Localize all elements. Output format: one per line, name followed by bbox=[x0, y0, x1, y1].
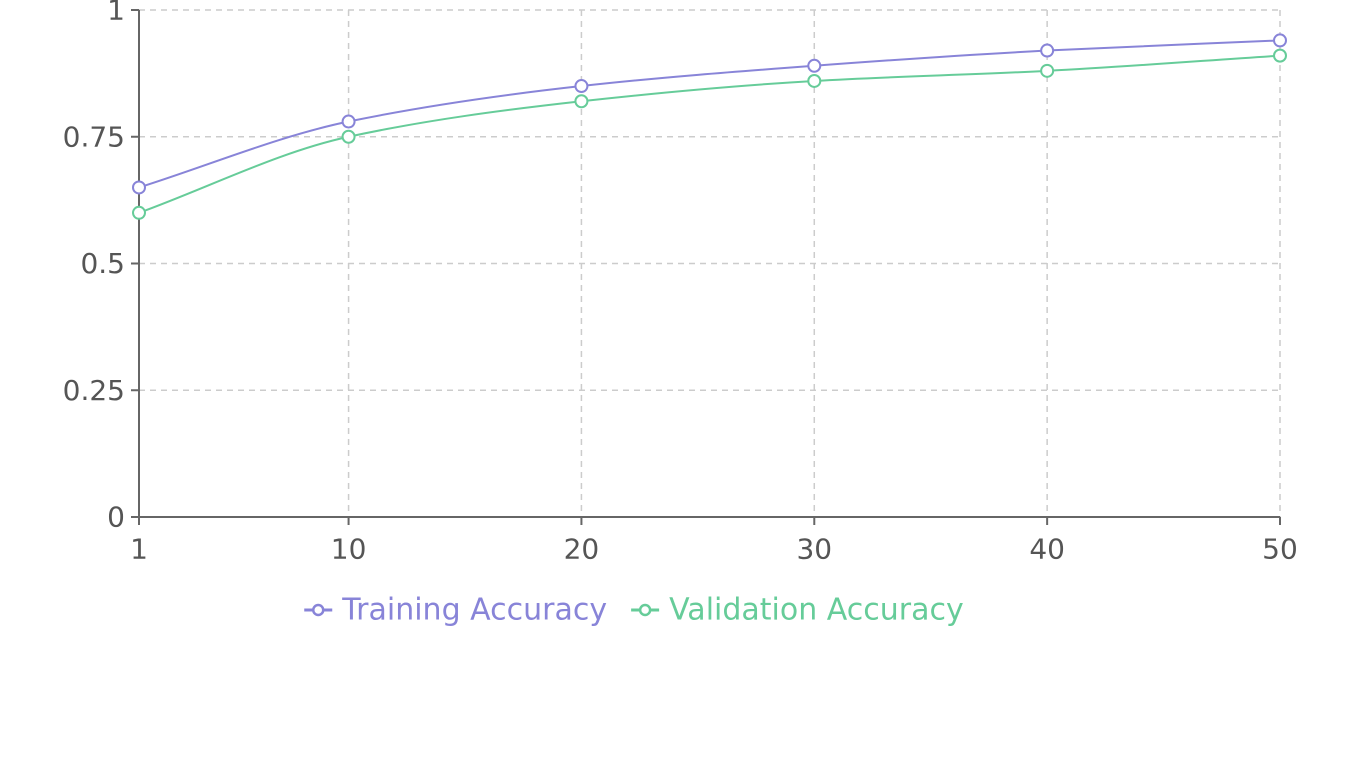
validation-accuracy-point[interactable] bbox=[1273, 48, 1287, 63]
y-tick-label: 1 bbox=[107, 0, 125, 27]
validation-accuracy-point[interactable] bbox=[574, 94, 589, 109]
validation-accuracy-line bbox=[138, 54, 1281, 214]
x-tick-label: 40 bbox=[1029, 533, 1065, 566]
validation-accuracy-point[interactable] bbox=[132, 205, 146, 220]
legend-item-validation-accuracy[interactable]: Validation Accuracy bbox=[631, 593, 964, 628]
training-accuracy-point[interactable] bbox=[1040, 43, 1055, 58]
validation-accuracy-point[interactable] bbox=[341, 129, 356, 144]
training-accuracy-line bbox=[138, 39, 1281, 189]
validation-accuracy-point[interactable] bbox=[1040, 63, 1055, 78]
grid-layer bbox=[139, 9, 1281, 517]
legend-label: Validation Accuracy bbox=[669, 593, 964, 628]
legend-label: Training Accuracy bbox=[341, 593, 607, 628]
training-accuracy-point[interactable] bbox=[341, 114, 356, 129]
x-tick-label: 30 bbox=[796, 533, 832, 566]
x-tick-label: 10 bbox=[331, 533, 367, 566]
x-tick-label: 1 bbox=[130, 533, 148, 566]
training-accuracy-point[interactable] bbox=[1273, 33, 1287, 48]
x-tick-label: 50 bbox=[1262, 533, 1298, 566]
legend-marker-icon bbox=[638, 603, 652, 617]
axis-layer: 0 0.25 0.5 0.75 1 1 10 20 30 40 50 bbox=[63, 0, 1298, 566]
y-tick-label: 0.75 bbox=[63, 120, 125, 153]
training-accuracy-point[interactable] bbox=[574, 79, 589, 94]
legend-marker-icon bbox=[311, 603, 325, 617]
validation-accuracy-point[interactable] bbox=[807, 73, 822, 88]
x-tick-label: 20 bbox=[564, 533, 600, 566]
legend[interactable]: Training Accuracy Validation Accuracy bbox=[304, 593, 964, 628]
y-tick-label: 0 bbox=[107, 501, 125, 534]
training-accuracy-point[interactable] bbox=[807, 58, 822, 73]
training-accuracy-point[interactable] bbox=[132, 180, 146, 195]
y-tick-label: 0.5 bbox=[80, 247, 125, 280]
y-tick-label: 0.25 bbox=[63, 374, 125, 407]
series-layer bbox=[132, 33, 1287, 220]
legend-item-training-accuracy[interactable]: Training Accuracy bbox=[304, 593, 607, 628]
